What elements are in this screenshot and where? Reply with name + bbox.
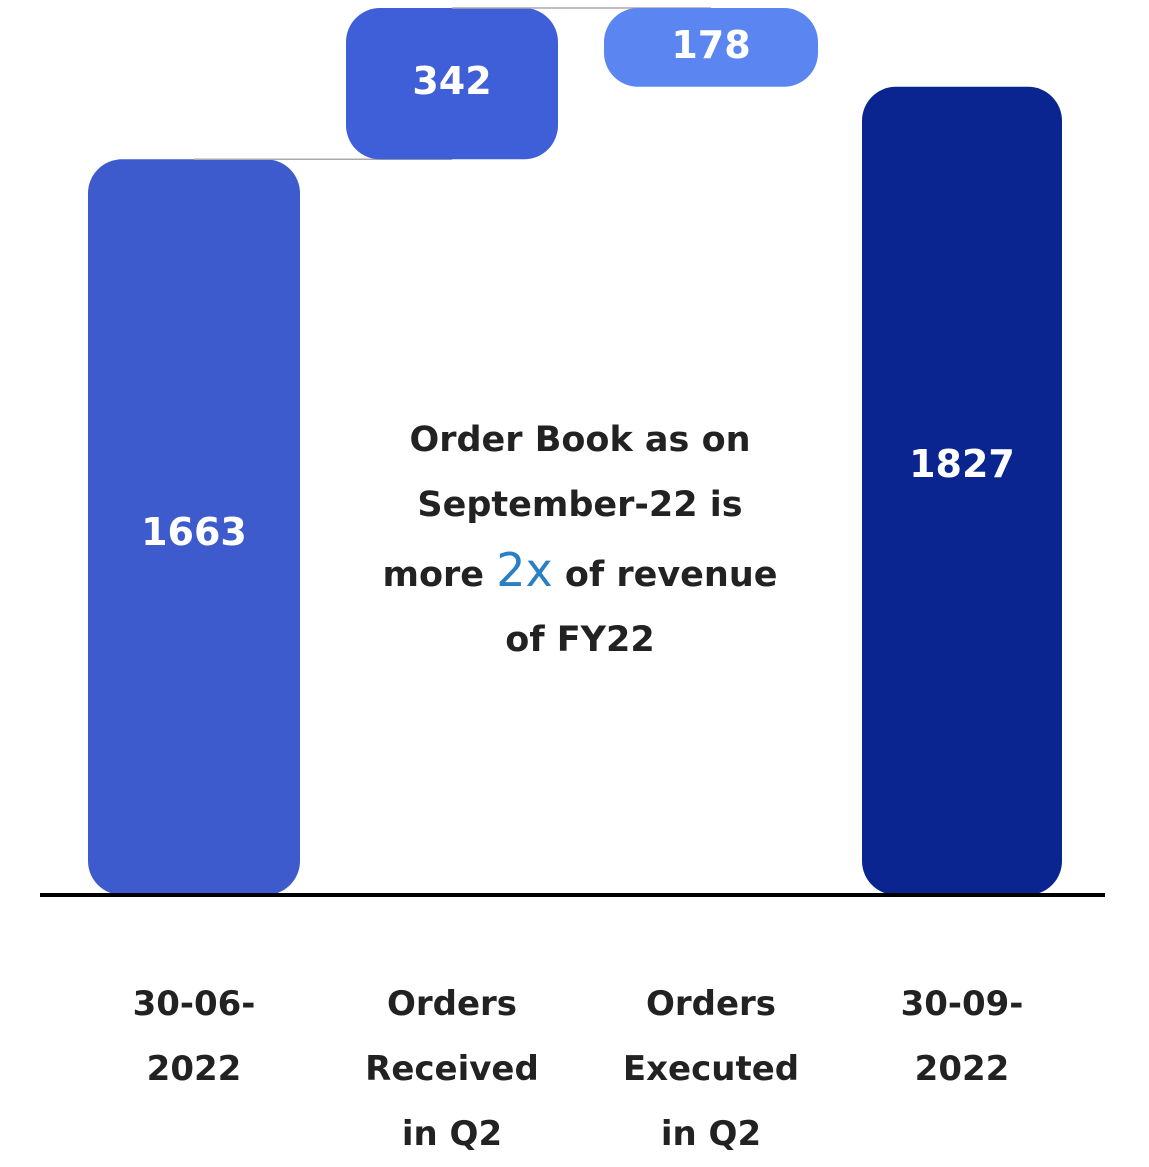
- bar: [346, 8, 558, 160]
- bar: [604, 8, 818, 87]
- category-label: Orders Received in Q2: [365, 984, 539, 1154]
- bar: [862, 86, 1062, 895]
- category-label-box: Orders Executed in Q2: [616, 972, 806, 1167]
- category-label-box: 30-09-2022: [867, 972, 1057, 1102]
- category-label: 30-06-2022: [132, 984, 256, 1089]
- value-label: 1827: [909, 442, 1015, 486]
- annotation-highlight: 2x: [496, 543, 553, 597]
- category-label-box: 30-06-2022: [99, 972, 289, 1102]
- value-label: 1663: [141, 510, 247, 554]
- annotation: Order Book as on September-22 is more 2x…: [380, 408, 780, 673]
- annotation-text: Order Book as on September-22 is more: [382, 420, 751, 595]
- annotation-text: of revenue of FY22: [505, 555, 778, 660]
- category-label-box: Orders Received in Q2: [357, 972, 547, 1167]
- category-label: Orders Executed in Q2: [622, 984, 800, 1154]
- value-label: 178: [671, 23, 750, 67]
- category-label: 30-09-2022: [900, 984, 1024, 1089]
- value-label: 342: [412, 59, 491, 103]
- bar: [88, 159, 300, 895]
